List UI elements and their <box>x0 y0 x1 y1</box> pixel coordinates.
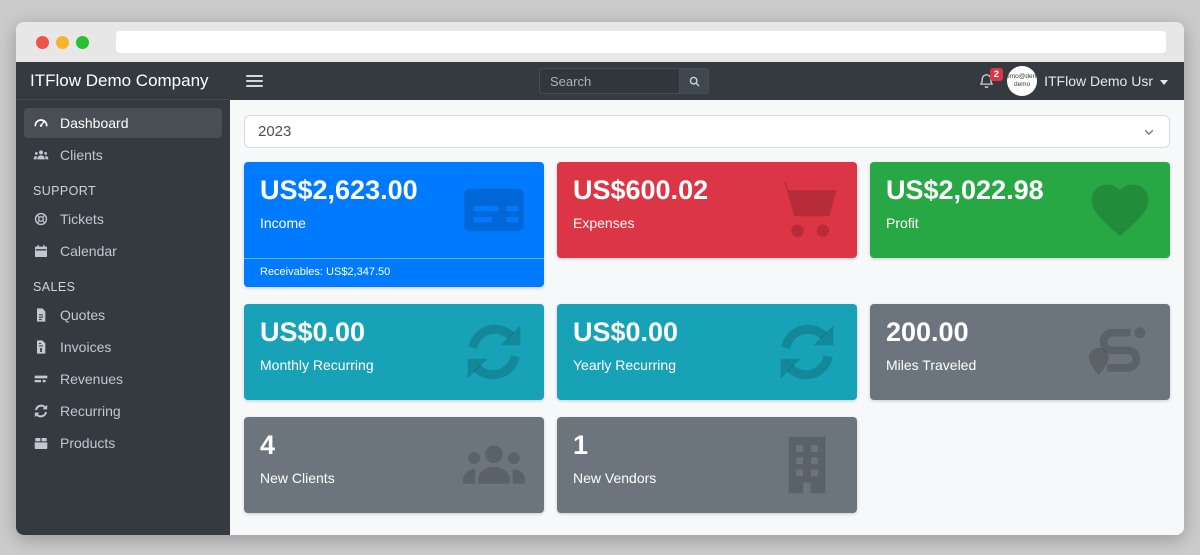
income-card[interactable]: US$2,623.00 Income Receivables: US$2,347… <box>244 162 544 287</box>
credit-card-icon <box>460 176 528 244</box>
chevron-down-icon <box>1144 129 1154 135</box>
browser-chrome <box>16 22 1184 62</box>
profit-card[interactable]: US$2,022.98 Profit <box>870 162 1170 258</box>
close-window-button[interactable] <box>36 35 49 49</box>
avatar: demo@demo demo <box>1003 66 1042 96</box>
chevron-down-icon <box>1160 79 1168 85</box>
sidebar-item-label: Clients <box>60 147 103 163</box>
sync-icon <box>773 318 841 386</box>
dashboard-content: 2023 US$2,623.00 Income Receivables <box>230 100 1184 535</box>
sidebar-item-tickets[interactable]: Tickets <box>24 204 222 234</box>
new-vendors-card[interactable]: 1 New Vendors <box>557 417 857 513</box>
sidebar-section-support: SUPPORT <box>33 184 96 198</box>
users-icon <box>33 150 49 160</box>
bell-icon <box>980 73 994 88</box>
profit-label: Profit <box>886 215 919 232</box>
sidebar-item-revenues[interactable]: Revenues <box>24 364 222 394</box>
new-clients-card[interactable]: 4 New Clients <box>244 417 544 513</box>
monthly-recurring-value: US$0.00 <box>260 317 366 347</box>
sidebar-item-calendar[interactable]: Calendar <box>24 236 222 266</box>
year-select-value: 2023 <box>258 123 292 140</box>
file-icon <box>37 308 46 322</box>
notification-badge: 2 <box>989 67 1004 81</box>
sidebar-item-quotes[interactable]: Quotes <box>24 300 222 330</box>
users-icon <box>460 431 528 499</box>
box-icon <box>34 438 48 449</box>
year-select[interactable]: 2023 <box>244 115 1170 148</box>
sidebar-item-recurring[interactable]: Recurring <box>24 396 222 426</box>
income-label: Income <box>260 215 306 232</box>
miles-traveled-value: 200.00 <box>886 317 969 347</box>
search-input[interactable] <box>539 68 679 94</box>
minimize-window-button[interactable] <box>56 35 69 49</box>
yearly-recurring-card[interactable]: US$0.00 Yearly Recurring <box>557 304 857 400</box>
profit-value: US$2,022.98 <box>886 175 1044 205</box>
yearly-recurring-value: US$0.00 <box>573 317 679 347</box>
file-invoice-icon <box>37 340 46 354</box>
sidebar-item-invoices[interactable]: Invoices <box>24 332 222 362</box>
sync-icon <box>460 318 528 386</box>
sidebar-item-dashboard[interactable]: Dashboard <box>24 108 222 138</box>
money-check-icon <box>34 375 48 383</box>
browser-window: ITFlow Demo Company Dashboard Clients SU… <box>16 22 1184 535</box>
brand-title[interactable]: ITFlow Demo Company <box>16 62 230 100</box>
sync-icon <box>34 404 48 418</box>
avatar-text-line2: demo <box>1013 81 1031 88</box>
top-navbar: 2 demo@demo demo ITFlow Demo Usr <box>230 62 1184 100</box>
expenses-card[interactable]: US$600.02 Expenses <box>557 162 857 258</box>
yearly-recurring-label: Yearly Recurring <box>573 357 676 374</box>
search-button[interactable] <box>679 68 709 94</box>
new-vendors-label: New Vendors <box>573 470 657 487</box>
route-icon <box>1086 318 1154 386</box>
income-receivables: Receivables: US$2,347.50 <box>244 258 544 287</box>
miles-traveled-card[interactable]: 200.00 Miles Traveled <box>870 304 1170 400</box>
url-bar[interactable] <box>116 31 1166 53</box>
user-name: ITFlow Demo Usr <box>1044 73 1153 89</box>
sidebar-item-label: Tickets <box>60 211 104 227</box>
maximize-window-button[interactable] <box>76 35 89 49</box>
sidebar-item-label: Recurring <box>60 403 121 419</box>
sidebar-toggle-button[interactable] <box>246 72 263 90</box>
building-icon <box>773 431 841 499</box>
sidebar: ITFlow Demo Company Dashboard Clients SU… <box>16 62 230 535</box>
sidebar-section-sales: SALES <box>33 280 76 294</box>
expenses-value: US$600.02 <box>573 175 709 205</box>
income-value: US$2,623.00 <box>260 175 418 205</box>
sidebar-item-label: Quotes <box>60 307 106 323</box>
sidebar-item-clients[interactable]: Clients <box>24 140 222 170</box>
monthly-recurring-card[interactable]: US$0.00 Monthly Recurring <box>244 304 544 400</box>
calendar-icon <box>35 245 47 257</box>
new-clients-value: 4 <box>260 430 276 460</box>
sidebar-item-label: Revenues <box>60 371 124 387</box>
notifications-button[interactable]: 2 <box>978 67 1004 90</box>
search-icon <box>689 76 700 87</box>
life-ring-icon <box>34 212 48 226</box>
expenses-label: Expenses <box>573 215 635 232</box>
tachometer-icon <box>34 119 48 127</box>
shopping-cart-icon <box>773 176 841 244</box>
sidebar-item-label: Dashboard <box>60 115 129 131</box>
new-vendors-value: 1 <box>573 430 589 460</box>
sidebar-item-label: Invoices <box>60 339 112 355</box>
sidebar-item-label: Products <box>60 435 116 451</box>
sidebar-item-label: Calendar <box>60 243 117 259</box>
avatar-text-line1: demo@demo <box>1002 72 1042 80</box>
sidebar-item-products[interactable]: Products <box>24 428 222 458</box>
heart-icon <box>1086 176 1154 244</box>
user-menu[interactable]: demo@demo demo ITFlow Demo Usr <box>1003 66 1168 96</box>
monthly-recurring-label: Monthly Recurring <box>260 357 374 374</box>
miles-traveled-label: Miles Traveled <box>886 357 977 374</box>
new-clients-label: New Clients <box>260 470 335 487</box>
